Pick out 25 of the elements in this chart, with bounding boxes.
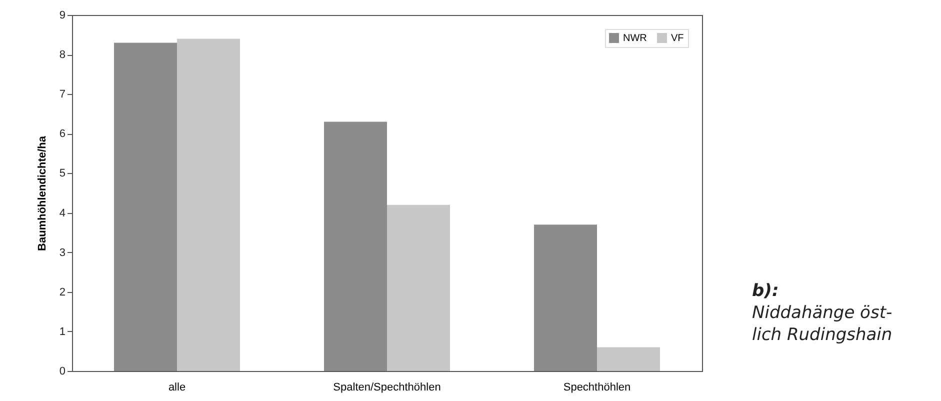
y-tick-label: 9 — [59, 10, 66, 22]
x-tick-label: alle — [168, 382, 186, 394]
y-tick-label: 8 — [59, 49, 66, 62]
bar — [177, 38, 240, 371]
text: b): — [752, 280, 780, 302]
y-tick-label: 3 — [59, 246, 66, 259]
bar — [534, 224, 597, 371]
bar — [324, 122, 387, 371]
legend-label: VF — [671, 33, 684, 44]
y-axis-title: Baumhöhlendichte/ha — [36, 135, 48, 251]
y-tick-label: 7 — [59, 88, 66, 101]
y-tick-label: 5 — [59, 168, 66, 180]
bar — [597, 347, 660, 371]
y-tick-label: 6 — [59, 128, 66, 140]
y-tick-label: 4 — [59, 207, 66, 220]
y-tick-label: 1 — [59, 326, 66, 338]
y-tick-label: 0 — [59, 366, 66, 378]
text: Niddahänge öst- — [752, 302, 892, 324]
y-tick-label: 2 — [59, 286, 66, 298]
bar — [114, 42, 177, 371]
x-tick-label: Spechthöhlen — [563, 382, 631, 394]
legend-label: NWR — [623, 33, 647, 44]
x-tick-label: Spalten/Spechthöhlen — [333, 382, 441, 394]
text: lich Rudingshain — [752, 324, 892, 346]
bar — [387, 204, 450, 371]
